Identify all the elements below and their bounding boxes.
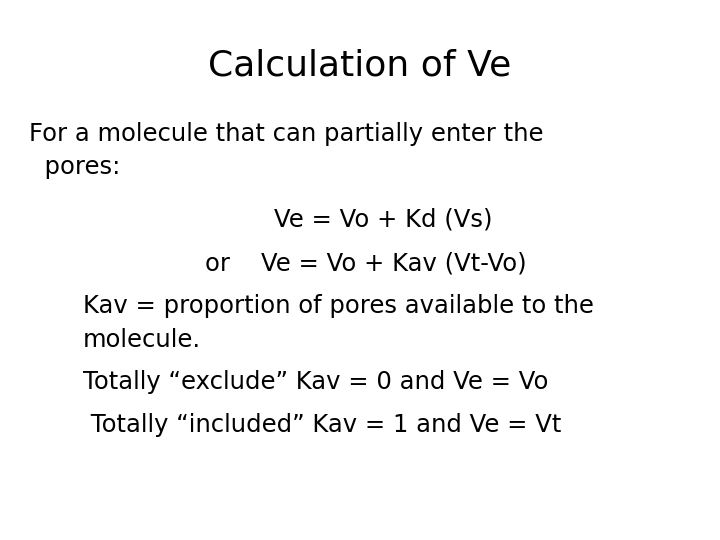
Text: or    Ve = Vo + Kav (Vt-Vo): or Ve = Vo + Kav (Vt-Vo) [205, 251, 527, 275]
Text: Kav = proportion of pores available to the
molecule.: Kav = proportion of pores available to t… [83, 294, 594, 352]
Text: Calculation of Ve: Calculation of Ve [208, 49, 512, 83]
Text: Ve = Vo + Kd (Vs): Ve = Vo + Kd (Vs) [274, 208, 492, 232]
Text: Totally “exclude” Kav = 0 and Ve = Vo: Totally “exclude” Kav = 0 and Ve = Vo [83, 370, 548, 394]
Text: For a molecule that can partially enter the
  pores:: For a molecule that can partially enter … [29, 122, 544, 179]
Text: Totally “included” Kav = 1 and Ve = Vt: Totally “included” Kav = 1 and Ve = Vt [83, 413, 561, 437]
